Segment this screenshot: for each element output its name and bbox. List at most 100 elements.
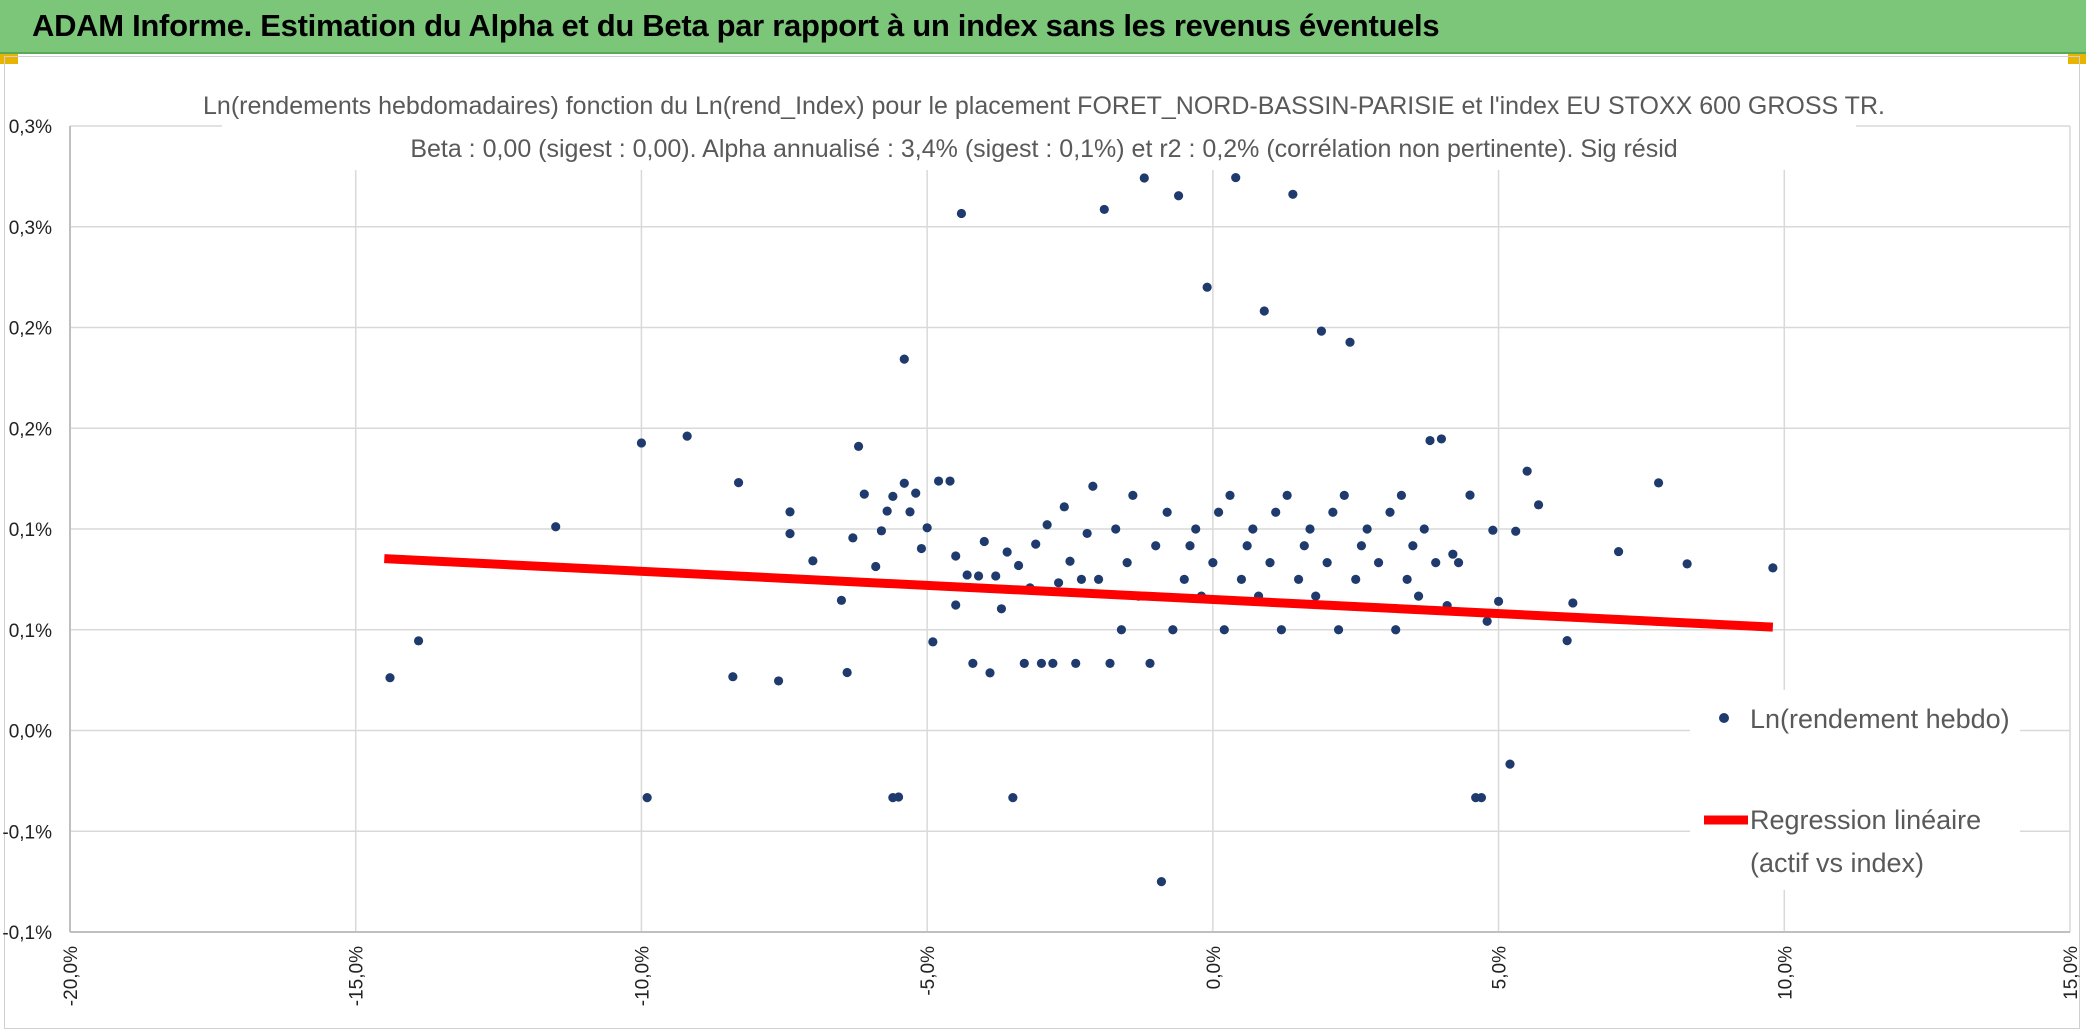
corner-mark-right	[2068, 54, 2086, 64]
scatter-point	[1105, 658, 1115, 669]
scatter-point	[933, 476, 944, 486]
scatter-point	[1059, 502, 1069, 512]
scatter-point	[1231, 172, 1241, 183]
title-background	[222, 80, 1856, 170]
scatter-point	[1276, 625, 1287, 635]
y-tick-label: 0,3%	[9, 117, 52, 138]
scatter-point	[1031, 539, 1041, 549]
x-tick-label: -5,0%	[918, 946, 939, 996]
scatter-point	[899, 478, 909, 488]
scatter-point	[785, 507, 795, 517]
scatter-point	[1356, 541, 1367, 551]
scatter-point	[1265, 558, 1275, 568]
scatter-point	[1436, 434, 1447, 444]
scatter-point	[1288, 189, 1298, 199]
scatter-point	[1482, 616, 1492, 626]
scatter-point	[1653, 478, 1664, 488]
scatter-point	[1122, 558, 1132, 568]
scatter-point	[413, 636, 424, 646]
scatter-point	[1511, 526, 1521, 536]
scatter-point	[1293, 574, 1304, 584]
scatter-point	[1213, 507, 1224, 517]
scatter-point	[882, 506, 892, 516]
scatter-point	[1351, 574, 1361, 584]
scatter-point	[1013, 560, 1024, 571]
scatter-point	[1111, 524, 1121, 534]
scatter-point	[1048, 658, 1058, 669]
scatter-point	[962, 570, 972, 580]
scatter-point	[951, 551, 961, 561]
scatter-point	[1173, 191, 1184, 201]
scatter-point	[905, 507, 915, 517]
scatter-point	[1533, 500, 1544, 510]
scatter-point	[1448, 549, 1458, 559]
x-tick-label: -10,0%	[632, 946, 653, 1006]
scatter-point	[1179, 574, 1189, 584]
scatter-point	[1185, 541, 1195, 551]
scatter-point	[973, 571, 984, 581]
legend-label-regression-1: Regression linéaire	[1750, 805, 1981, 835]
scatter-point	[1316, 326, 1327, 336]
scatter-point	[1002, 547, 1012, 557]
scatter-point	[1682, 559, 1692, 569]
scatter-point	[951, 600, 961, 610]
y-tick-label: 0,1%	[9, 520, 52, 541]
scatter-point	[1168, 625, 1178, 635]
scatter-point	[1076, 574, 1087, 584]
scatter-point	[1219, 625, 1229, 635]
legend: Ln(rendement hebdo) Regression linéaire …	[1690, 690, 2020, 890]
scatter-point	[893, 792, 904, 802]
scatter-point	[1116, 625, 1127, 635]
scatter-point	[1333, 625, 1344, 635]
scatter-point	[1419, 524, 1429, 534]
chart-titles: Ln(rendements hebdomadaires) fonction du…	[203, 80, 1885, 170]
scatter-point	[1271, 507, 1281, 517]
scatter-point	[1488, 525, 1498, 535]
scatter-point	[1236, 574, 1247, 584]
y-tick-label: -0,1%	[2, 822, 52, 843]
scatter-point	[1408, 541, 1418, 551]
scatter-point	[642, 792, 652, 803]
report-title: ADAM Informe. Estimation du Alpha et du …	[32, 8, 1440, 43]
scatter-point	[1505, 759, 1515, 769]
scatter-point	[1562, 636, 1572, 646]
scatter-point	[773, 676, 784, 686]
scatter-point	[1151, 541, 1161, 551]
scatter-point	[1385, 507, 1395, 517]
chart-title: Ln(rendements hebdomadaires) fonction du…	[203, 92, 1885, 120]
scatter-point	[1099, 204, 1109, 215]
scatter-point	[836, 595, 847, 605]
y-tick-label: 0,2%	[9, 419, 52, 440]
scatter-point	[842, 667, 852, 678]
scatter-point	[1202, 282, 1212, 292]
scatter-point	[1299, 541, 1309, 551]
corner-mark-left	[0, 54, 18, 64]
legend-label-scatter: Ln(rendement hebdo)	[1750, 704, 2010, 734]
scatter-point	[956, 208, 967, 219]
scatter-point	[859, 489, 869, 499]
scatter-point	[1768, 563, 1778, 573]
scatter-point	[968, 658, 978, 669]
scatter-point	[1065, 556, 1075, 566]
scatter-point	[1373, 558, 1384, 568]
scatter-point	[1088, 481, 1098, 491]
scatter-point	[1568, 598, 1578, 608]
scatter-point	[733, 478, 744, 488]
legend-marker-scatter	[1719, 713, 1729, 723]
scatter-point	[1402, 574, 1412, 584]
scatter-point	[1493, 596, 1504, 606]
scatter-point	[922, 523, 932, 533]
scatter-point	[1053, 578, 1064, 588]
scatter-point	[385, 673, 395, 683]
scatter-point	[808, 556, 818, 566]
scatter-point	[911, 488, 921, 498]
scatter-point	[1156, 877, 1167, 887]
scatter-point	[916, 543, 927, 554]
scatter-point	[1391, 625, 1401, 635]
scatter-point	[1042, 520, 1052, 530]
report-banner: ADAM Informe. Estimation du Alpha et du …	[0, 0, 2086, 54]
x-tick-label: -20,0%	[61, 946, 82, 1006]
scatter-point	[1339, 490, 1349, 500]
scatter-point	[848, 533, 858, 543]
